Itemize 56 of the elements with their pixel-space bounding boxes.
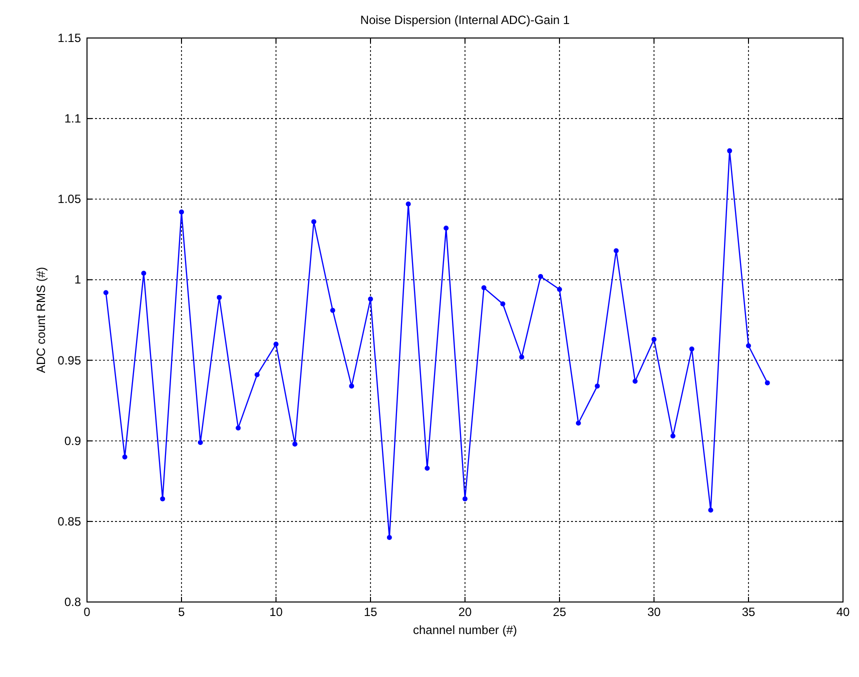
point [122, 454, 128, 460]
y-tick-label: 0.95 [58, 353, 82, 368]
y-tick-label: 0.85 [58, 514, 82, 528]
x-tick-label: 15 [364, 605, 378, 619]
point [292, 442, 298, 447]
point [254, 372, 260, 378]
point [330, 308, 336, 313]
point [198, 440, 203, 445]
point [519, 354, 524, 360]
point [406, 201, 411, 206]
y-axis-title: ADC count RMS (#) [34, 266, 48, 374]
point [349, 384, 354, 389]
x-tick-label: 0 [84, 605, 91, 619]
point [103, 290, 108, 296]
x-tick-label: 25 [552, 605, 566, 619]
point [481, 285, 486, 290]
point [614, 248, 619, 254]
point [632, 378, 638, 384]
point [368, 296, 373, 302]
x-tick-label: 40 [836, 605, 850, 619]
point [764, 380, 770, 386]
point [179, 210, 184, 215]
point [689, 346, 694, 352]
point [160, 496, 166, 502]
point [557, 286, 562, 292]
point [594, 384, 600, 389]
y-tick-label: 0.8 [64, 595, 82, 609]
y-tick-label: 0.9 [64, 434, 82, 448]
point [424, 466, 430, 471]
point [274, 342, 278, 347]
point [670, 434, 676, 439]
point [311, 219, 316, 224]
point [746, 343, 751, 348]
point [236, 425, 241, 430]
y-tick-label: 1 [74, 272, 82, 287]
point [462, 496, 468, 502]
point [216, 294, 222, 300]
point [708, 508, 714, 513]
point [141, 270, 146, 276]
point [500, 301, 506, 306]
x-tick-label: 10 [269, 605, 283, 619]
y-tick-label: 1.05 [58, 192, 82, 206]
point [576, 420, 581, 426]
x-tick-label: 30 [647, 605, 661, 619]
y-tick-label: 1.1 [64, 112, 82, 126]
point [727, 148, 732, 154]
x-tick-label: 20 [458, 605, 472, 619]
point [652, 336, 656, 342]
point [444, 226, 449, 231]
chart-title: Noise Dispersion (Internal ADC)-Gain 1 [360, 13, 570, 27]
x-tick-label: 35 [742, 605, 756, 619]
point [386, 535, 392, 540]
x-tick-label: 5 [178, 605, 186, 619]
x-axis-title: channel number (#) [412, 623, 518, 637]
point [538, 274, 544, 279]
y-tick-label: 1.15 [58, 31, 82, 45]
